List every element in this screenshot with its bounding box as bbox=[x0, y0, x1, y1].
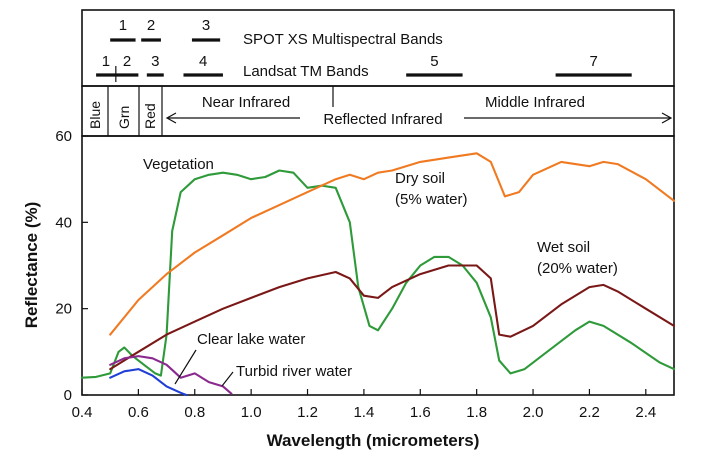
landsat-band-label-7: 7 bbox=[589, 53, 597, 70]
x-tick-label: 0.6 bbox=[128, 404, 149, 421]
clear-lake-label: Clear lake water bbox=[197, 331, 305, 348]
dry-soil-water-label: (5% water) bbox=[395, 191, 468, 208]
region-reflected-ir-label: Reflected Infrared bbox=[323, 111, 442, 128]
x-tick-label: 2.2 bbox=[579, 404, 600, 421]
region-near-ir-label: Near Infrared bbox=[202, 94, 290, 111]
vegetation-label: Vegetation bbox=[143, 156, 214, 173]
spot-bands-group: 1 2 3 bbox=[110, 17, 221, 42]
series-line-vegetation bbox=[80, 169, 676, 379]
y-axis-ticks: 0 20 40 60 bbox=[55, 128, 88, 404]
x-tick-label: 0.8 bbox=[184, 404, 205, 421]
y-axis-title: Reflectance (%) bbox=[22, 202, 41, 329]
x-tick-label: 2.0 bbox=[523, 404, 544, 421]
y-tick-label: 0 bbox=[64, 387, 72, 404]
wet-soil-water-label: (20% water) bbox=[537, 260, 618, 277]
region-green-label: Grn bbox=[116, 106, 132, 129]
spot-band-label-1: 1 bbox=[119, 17, 127, 34]
spot-band-label-3: 3 bbox=[202, 17, 210, 34]
landsat-band-label-4: 4 bbox=[199, 53, 207, 70]
x-tick-label: 2.4 bbox=[635, 404, 656, 421]
arrowhead-left-icon bbox=[165, 112, 177, 124]
series-line-clear-lake-water bbox=[109, 368, 188, 397]
region-blue-label: Blue bbox=[87, 101, 103, 129]
landsat-band-label-5: 5 bbox=[430, 53, 438, 70]
x-tick-label: 1.4 bbox=[353, 404, 374, 421]
series-group bbox=[80, 152, 676, 397]
landsat-band-label-2: 2 bbox=[123, 53, 131, 70]
y-tick-label: 20 bbox=[55, 301, 72, 318]
x-tick-label: 1.2 bbox=[297, 404, 318, 421]
x-tick-label: 1.6 bbox=[410, 404, 431, 421]
region-middle-ir-label: Middle Infrared bbox=[485, 94, 585, 111]
landsat-bands-title: Landsat TM Bands bbox=[243, 63, 369, 80]
x-axis-title: Wavelength (micrometers) bbox=[267, 431, 480, 450]
clear-lake-leader-line bbox=[174, 349, 197, 385]
series-line-turbid-river-water bbox=[109, 355, 233, 395]
wet-soil-label: Wet soil bbox=[537, 239, 590, 256]
x-tick-label: 1.0 bbox=[241, 404, 262, 421]
arrowhead-right-icon bbox=[661, 112, 673, 124]
dry-soil-label: Dry soil bbox=[395, 170, 445, 187]
plot-area-frame bbox=[81, 135, 675, 396]
y-tick-label: 40 bbox=[55, 214, 72, 231]
series-line-dry-soil-5-water bbox=[109, 152, 676, 336]
landsat-band-label-3: 3 bbox=[151, 53, 159, 70]
turbid-river-label: Turbid river water bbox=[236, 363, 352, 380]
x-axis-ticks: 0.4 0.6 0.8 1.0 1.2 1.4 1.6 1.8 2.0 2.2 2.4 bbox=[72, 389, 656, 421]
landsat-band-label-1: 1 bbox=[102, 53, 110, 70]
spot-band-label-2: 2 bbox=[147, 17, 155, 34]
region-red-label: Red bbox=[142, 103, 158, 129]
x-tick-label: 0.4 bbox=[72, 404, 93, 421]
y-tick-label: 60 bbox=[55, 128, 72, 145]
turbid-river-leader-line bbox=[221, 371, 234, 387]
x-tick-label: 1.8 bbox=[466, 404, 487, 421]
spot-bands-title: SPOT XS Multispectral Bands bbox=[243, 31, 443, 48]
series-line-wet-soil-20-water bbox=[109, 264, 676, 371]
